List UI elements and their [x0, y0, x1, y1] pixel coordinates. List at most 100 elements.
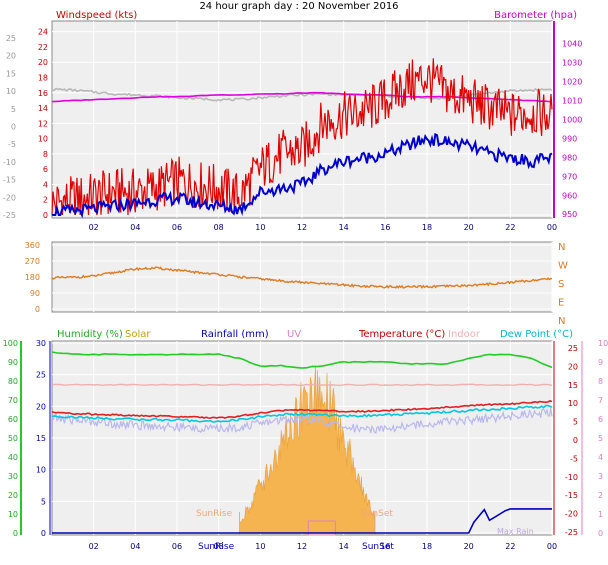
humidity-tick-label: 90: [8, 358, 18, 367]
compass-label: W: [558, 261, 568, 272]
temp-tick-label: -20: [3, 193, 16, 202]
humidity-tick-label: 80: [8, 377, 18, 386]
temperature-tick-label: -15: [565, 491, 578, 500]
humidity-label: Humidity (%): [57, 329, 123, 340]
x-tick-label: 06: [172, 542, 182, 551]
wind-direction-line: [51, 266, 553, 289]
temp-tick-label: 5: [11, 105, 16, 114]
humidity-tick-label: 30: [8, 472, 18, 481]
barometer-tick-label: 960: [562, 191, 577, 200]
page-title: 24 hour graph day : 20 November 2016: [199, 1, 398, 12]
indoor-label: Indoor: [448, 329, 481, 340]
temp-tick-label: 25: [6, 34, 16, 43]
x-tick-label: 04: [130, 542, 140, 551]
x-tick-label: 02: [89, 223, 99, 232]
humidity-tick-label: 20: [8, 491, 18, 500]
wind-tick-label: 20: [38, 58, 48, 67]
dew-point-label: Dew Point (°C): [500, 329, 573, 340]
uv-tick-label: 2: [598, 491, 603, 500]
wind-tick-label: 24: [38, 28, 48, 37]
x-tick-label: 16: [380, 223, 390, 232]
direction-tick-label: 0: [35, 305, 40, 314]
humidity-tick-label: 0: [13, 529, 18, 538]
rainfall-tick-label: 10: [36, 466, 46, 475]
humidity-tick-label: 10: [8, 510, 18, 519]
wind-tick-label: 8: [43, 150, 48, 159]
solar-label: Solar: [125, 329, 151, 340]
x-tick-label: 04: [130, 223, 140, 232]
x-tick-label: 18: [422, 223, 432, 232]
temperature-tick-label: 15: [568, 381, 578, 390]
temperature-line: [51, 400, 553, 420]
humidity-tick-label: 50: [8, 434, 18, 443]
barometer-tick-label: 970: [562, 172, 577, 181]
temp-tick-label: 20: [6, 52, 16, 61]
windspeed-gust-line: [51, 58, 553, 216]
x-tick-label: 02: [89, 542, 99, 551]
x-tick-label: 14: [339, 542, 349, 551]
uv-tick-label: 6: [598, 415, 603, 424]
uv-tick-label: 10: [598, 339, 608, 348]
temperature-tick-label: -25: [565, 528, 578, 537]
uv-tick-label: 5: [598, 434, 603, 443]
sunrise-annotation: SunRise: [196, 509, 233, 519]
x-tick-label: 14: [339, 223, 349, 232]
rainfall-tick-label: 5: [41, 497, 46, 506]
rainfall-tick-label: 30: [36, 339, 46, 348]
temperature-tick-label: -10: [565, 473, 578, 482]
humidity-tick-label: 70: [8, 396, 18, 405]
temp-tick-label: 10: [6, 87, 16, 96]
rainfall-tick-label: 0: [41, 529, 46, 538]
barometer-tick-label: 980: [562, 153, 577, 162]
wind-tick-label: 2: [43, 196, 48, 205]
x-tick-label: 06: [172, 223, 182, 232]
humidity-tick-label: 60: [8, 415, 18, 424]
x-tick-label: 20: [464, 223, 474, 232]
rainfall-tick-label: 20: [36, 402, 46, 411]
windspeed-label: Windspeed (kts): [56, 10, 137, 21]
x-tick-label: 20: [464, 542, 474, 551]
x-tick-label: 08: [214, 223, 224, 232]
barometer-tick-label: 990: [562, 134, 577, 143]
uv-tick-label: 3: [598, 472, 603, 481]
sunrise-bottom-label: SunRise: [198, 542, 235, 552]
sunset-bottom-label: SunSet: [362, 542, 394, 552]
x-tick-label: 22: [505, 542, 515, 551]
x-tick-label: 00: [547, 223, 557, 232]
temperature-tick-label: 20: [568, 362, 578, 371]
barometer-tick-label: 950: [562, 210, 577, 219]
compass-label: N: [558, 316, 565, 327]
dew-point-line: [51, 404, 553, 423]
temperature-tick-label: -20: [565, 510, 578, 519]
wind-tick-label: 16: [38, 89, 48, 98]
temp-tick-label: -10: [3, 158, 16, 167]
direction-tick-label: 360: [25, 241, 40, 250]
wind-tick-label: 0: [43, 211, 48, 220]
x-tick-label: 10: [255, 223, 265, 232]
barometer-label: Barometer (hpa): [494, 10, 577, 21]
x-tick-label: 10: [255, 542, 265, 551]
temperature-tick-label: 0: [573, 436, 578, 445]
x-tick-label: 08: [214, 542, 224, 551]
uv-tick-label: 9: [598, 358, 603, 367]
x-tick-label: 18: [422, 542, 432, 551]
x-tick-label: 16: [380, 542, 390, 551]
humidity-tick-label: 100: [3, 339, 18, 348]
uv-tick-label: 0: [598, 529, 603, 538]
wind-tick-label: 14: [38, 104, 48, 113]
temp-tick-label: -5: [8, 140, 16, 149]
temp-tick-label: -15: [3, 176, 16, 185]
barometer-tick-label: 1000: [562, 116, 582, 125]
uv-tick-label: 4: [598, 453, 603, 462]
humidity-line: [51, 351, 553, 369]
x-tick-label: 12: [297, 542, 307, 551]
uv-tick-label: 1: [598, 510, 603, 519]
x-tick-label: 00: [547, 542, 557, 551]
wind-tick-label: 4: [43, 180, 48, 189]
uv-tick-label: 7: [598, 396, 603, 405]
rainfall-line: [52, 508, 552, 534]
barometer-tick-label: 1030: [562, 59, 582, 68]
barometer-tick-label: 1010: [562, 97, 582, 106]
apparent-temperature-line: [51, 407, 553, 434]
